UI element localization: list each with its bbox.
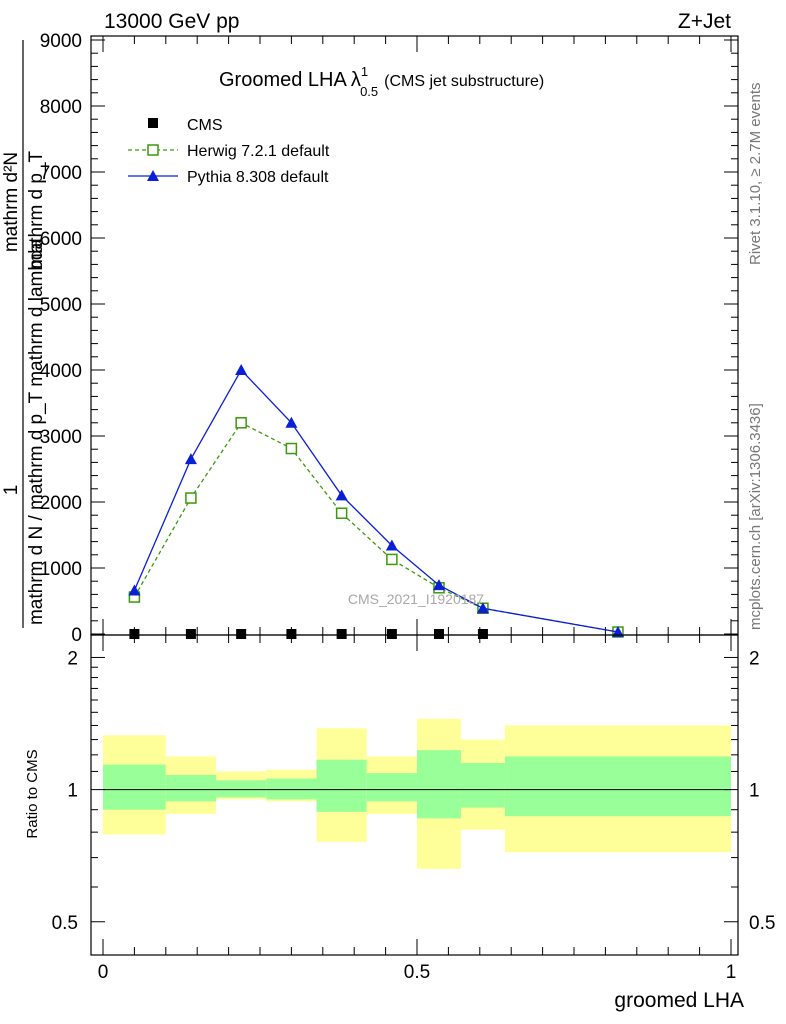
- ratio-inner-band: [460, 762, 505, 808]
- main-y-tick-label: 7000: [40, 163, 82, 184]
- pythia-data-point: [385, 539, 398, 551]
- ratio-plot-frame: [90, 634, 739, 956]
- ratio-inner-band: [366, 773, 417, 802]
- pythia-data-point: [611, 626, 624, 638]
- analysis-watermark: CMS_2021_I1920187: [348, 591, 484, 607]
- ratio-inner-band: [316, 759, 367, 812]
- cms-data-point: [433, 629, 444, 639]
- ratio-y-tick-label-right: 2: [749, 648, 760, 669]
- ratio-inner-band: [165, 774, 217, 802]
- ratio-y-tick-label-right: 0.5: [749, 913, 775, 934]
- legend-herwig-marker: [147, 144, 159, 156]
- main-y-tick-label: 4000: [40, 361, 82, 382]
- herwig-data-point: [335, 507, 348, 519]
- x-tick-label: 1: [726, 962, 737, 983]
- main-y-axis: 0 1000 2000 3000 4000 5000 6000 7000 8000 9000: [40, 31, 738, 646]
- cms-data-point: [236, 629, 247, 639]
- legend-cms-label: CMS: [187, 117, 223, 134]
- legend-pythia-label: Pythia 8.308 default: [187, 169, 329, 186]
- main-series-group: [128, 364, 624, 639]
- main-y-tick-label: 1000: [40, 559, 82, 580]
- ratio-y-tick-label: 0.5: [52, 913, 78, 934]
- x-tick-label: 0.5: [404, 962, 430, 983]
- main-y-tick-label: 5000: [40, 295, 82, 316]
- x-tick-label: 0: [98, 962, 109, 983]
- herwig-data-point: [235, 417, 247, 429]
- main-y-tick-label: 6000: [40, 229, 82, 250]
- main-y-tick-label: 8000: [40, 97, 82, 118]
- pythia-data-point: [432, 579, 445, 591]
- ratio-y-tick-label: 2: [67, 648, 78, 669]
- main-plot-panel: 0 1000 2000 3000 4000 5000 6000 7000 8000 9000 Gr…: [1, 31, 739, 646]
- cms-data-point: [185, 629, 196, 639]
- x-axis-label: groomed LHA: [614, 989, 744, 1012]
- main-y-label: 1 mathrm d N / mathrm d p_T mathrm d lam…: [1, 40, 47, 628]
- ratio-inner-band: [504, 756, 731, 817]
- mcplots-label: mcplots.cern.ch [arXiv:1306.3436]: [747, 403, 764, 630]
- main-y-tick-label: 0: [71, 625, 82, 646]
- cms-data-point: [286, 629, 297, 639]
- ratio-inner-band: [417, 750, 461, 819]
- series-line-herwig: [133, 421, 619, 633]
- ratio-y-tick-label-right: 1: [749, 781, 760, 802]
- legend-cms-marker: [148, 118, 158, 128]
- header-process: 13000 GeV pp: [104, 10, 239, 33]
- plot-title-note: (CMS jet substructure): [384, 73, 544, 90]
- main-x-axis-ticks: [102, 36, 732, 635]
- cms-data-point: [386, 629, 397, 639]
- main-y-label-denominator: mathrm d N / mathrm d p_T mathrm d lambd…: [26, 239, 47, 626]
- cms-data-point: [129, 629, 140, 639]
- plot-title-sup: 1: [361, 64, 368, 79]
- ratio-y-axis: 0.5 0.5 1 1 2 2: [52, 648, 776, 933]
- ratio-y-label: Ratio to CMS: [24, 749, 41, 838]
- rivet-version-label: Rivet 3.1.10, ≥ 2.7M events: [747, 83, 764, 266]
- cms-data-point: [336, 629, 347, 639]
- main-y-label-numerator: 1: [1, 485, 22, 496]
- ratio-inner-band: [216, 780, 267, 798]
- plot-title-lambda: λ: [351, 69, 361, 91]
- pythia-data-point: [285, 416, 298, 428]
- main-y-label-fraction-bottom: mathrm d p_T: [26, 150, 47, 269]
- ratio-uncertainty-bands: [103, 718, 731, 869]
- plot-title-main: Groomed LHA: [219, 69, 347, 91]
- herwig-data-point: [285, 442, 298, 455]
- ratio-plot-panel: 0.5 0.51 12 2 0 0.5 1 Ratio to CMS groomed LH…: [24, 634, 776, 1012]
- plot-title-sub: 0.5: [360, 84, 378, 99]
- pythia-data-point: [235, 364, 248, 375]
- herwig-data-point: [185, 492, 197, 504]
- plot-title: Groomed LHA λ1 0.5 (CMS jet substructure): [219, 64, 544, 99]
- legend: CMS Herwig 7.2.1 default Pythia 8.308 de…: [128, 117, 330, 186]
- legend-pythia-marker: [147, 170, 159, 181]
- ratio-inner-band: [266, 778, 317, 800]
- pythia-data-point: [335, 489, 348, 501]
- herwig-data-point: [386, 553, 398, 566]
- main-y-tick-label: 2000: [40, 493, 82, 514]
- header-channel: Z+Jet: [678, 10, 731, 33]
- pythia-data-point: [184, 453, 197, 465]
- ratio-inner-band: [103, 764, 166, 810]
- cms-data-point: [477, 629, 488, 639]
- main-y-label-fraction-top: mathrm d²N: [1, 152, 22, 252]
- pythia-data-point: [128, 584, 141, 596]
- main-y-tick-label: 3000: [40, 427, 82, 448]
- legend-herwig-label: Herwig 7.2.1 default: [187, 143, 330, 160]
- pythia-data-point: [476, 602, 489, 614]
- main-y-tick-label: 9000: [40, 31, 82, 52]
- ratio-x-axis: 0 0.5 1: [98, 635, 737, 983]
- ratio-y-tick-label: 1: [67, 781, 78, 802]
